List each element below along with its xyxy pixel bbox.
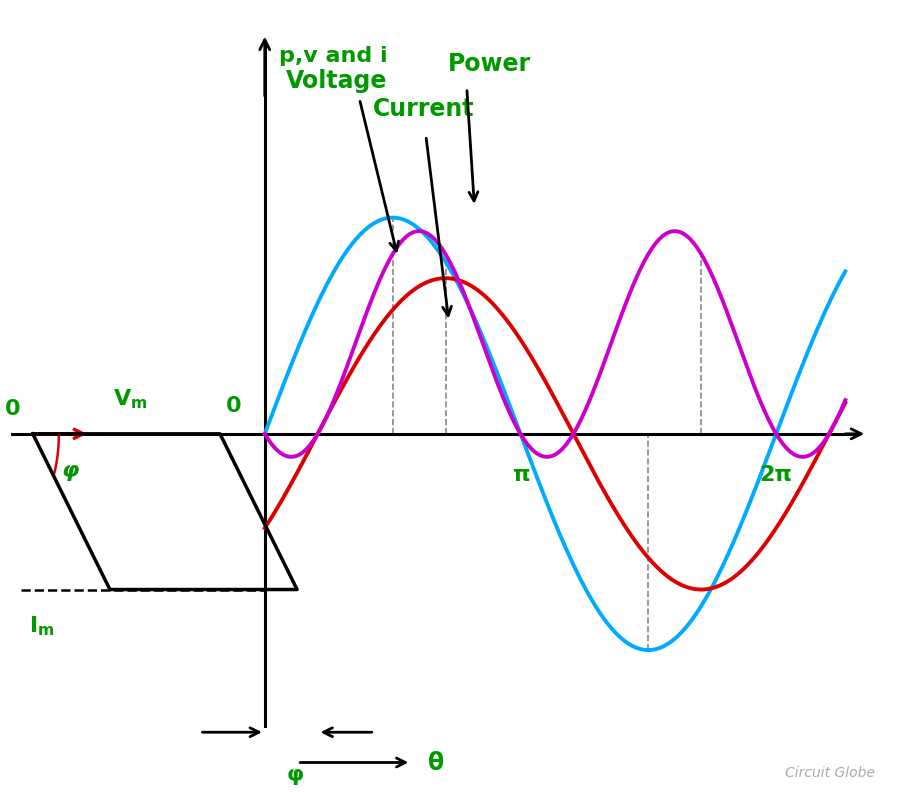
Text: 0: 0: [226, 396, 242, 417]
Text: θ: θ: [428, 751, 443, 775]
Text: $\bf{I_m}$: $\bf{I_m}$: [29, 615, 54, 638]
Text: $\bf{V_m}$: $\bf{V_m}$: [114, 388, 148, 411]
Text: π: π: [512, 466, 529, 485]
Text: Power: Power: [448, 51, 532, 75]
Text: Current: Current: [372, 97, 474, 121]
Text: Circuit Globe: Circuit Globe: [786, 766, 875, 780]
Text: φ: φ: [287, 764, 304, 785]
Text: φ: φ: [61, 461, 78, 481]
Text: p,v and i: p,v and i: [279, 46, 388, 66]
Text: Voltage: Voltage: [286, 69, 387, 93]
Text: 2π: 2π: [760, 466, 793, 485]
Text: 0: 0: [5, 398, 21, 419]
